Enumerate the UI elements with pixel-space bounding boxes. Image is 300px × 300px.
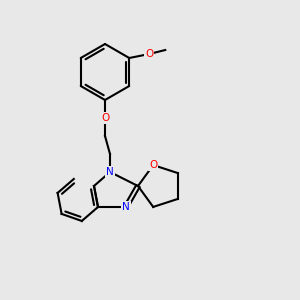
Text: O: O bbox=[101, 113, 109, 123]
Text: O: O bbox=[149, 160, 157, 170]
Text: N: N bbox=[122, 202, 130, 212]
Text: N: N bbox=[106, 167, 114, 177]
Text: O: O bbox=[145, 49, 153, 59]
